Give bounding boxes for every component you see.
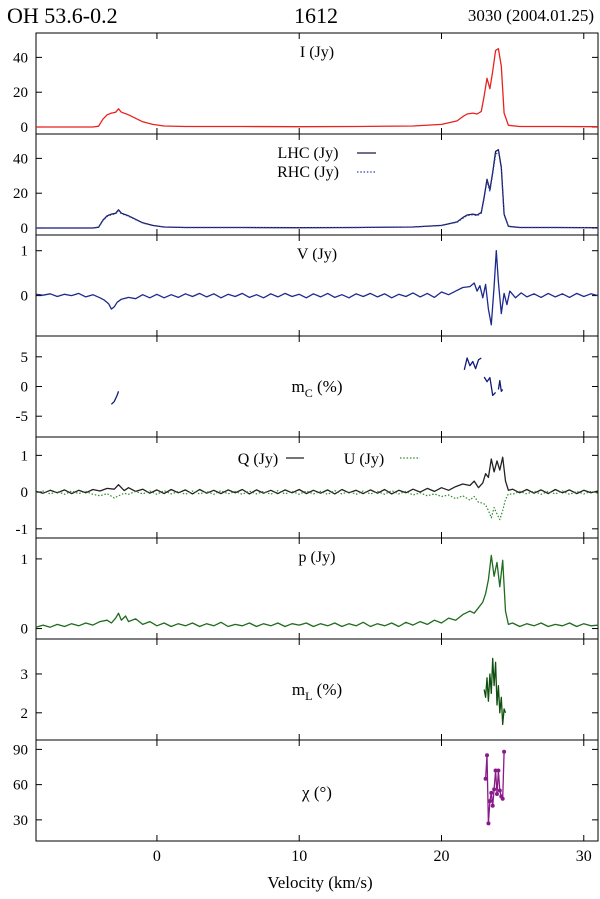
- source-name: OH 53.6-0.2: [7, 3, 118, 28]
- panel-label-chi: χ (°): [301, 783, 332, 802]
- frequency-label: 1612: [294, 3, 338, 28]
- panel-frame-chi: [35, 739, 599, 842]
- series-line: [483, 657, 507, 726]
- y-tick-label: 0: [21, 289, 29, 305]
- y-tick-label: 1: [21, 244, 29, 260]
- data-point: [493, 768, 498, 773]
- y-tick-label: 0: [21, 221, 29, 237]
- panel-label-mL: mL (%): [292, 680, 342, 703]
- y-tick-label: 2: [21, 706, 29, 722]
- x-tick-label: 20: [433, 848, 449, 865]
- data-point: [485, 753, 490, 758]
- legend-lhc: LHC (Jy): [278, 145, 339, 162]
- data-point: [486, 821, 491, 826]
- y-tick-label: 60: [13, 778, 28, 794]
- panel-label-p: p (Jy): [299, 549, 336, 566]
- x-tick-label: 0: [153, 848, 161, 865]
- legend-q: Q (Jy): [238, 451, 278, 468]
- legend-u: U (Jy): [344, 451, 384, 468]
- y-tick-label: 30: [13, 813, 28, 829]
- panel-frame-QU: [35, 436, 599, 539]
- series-line: [483, 376, 497, 397]
- y-tick-label: 40: [13, 50, 28, 66]
- series-line: [110, 391, 120, 405]
- series-line: [35, 554, 599, 628]
- panel-label-I: I (Jy): [300, 44, 334, 61]
- data-point: [502, 749, 507, 754]
- data-point: [483, 776, 488, 781]
- y-tick-label: 20: [13, 186, 28, 202]
- figure-header: OH 53.6-0.2 1612 3030 (2004.01.25): [0, 0, 600, 32]
- data-point: [492, 787, 497, 792]
- y-tick-label: 3: [21, 667, 29, 683]
- y-tick-label: 20: [13, 85, 28, 101]
- y-tick-label: 0: [21, 622, 29, 638]
- panel-label-mC: mC (%): [292, 377, 343, 400]
- series-line: [35, 490, 599, 521]
- series-line: [463, 357, 482, 371]
- legend-rhc: RHC (Jy): [277, 164, 339, 181]
- y-tick-label: 5: [21, 350, 29, 366]
- observation-id: 3030 (2004.01.25): [467, 6, 594, 25]
- series-line: [36, 48, 599, 128]
- x-tick-label: 30: [576, 848, 592, 865]
- panel-label-V: V (Jy): [297, 246, 337, 263]
- data-point: [490, 803, 495, 808]
- series-line: [35, 250, 599, 326]
- series-line: [497, 379, 504, 392]
- series-line: [35, 456, 599, 495]
- x-axis-label: Velocity (km/s): [267, 873, 372, 892]
- y-tick-label: 1: [21, 552, 29, 568]
- y-tick-label: 0: [21, 485, 29, 501]
- data-point: [489, 790, 494, 795]
- series-line: [36, 150, 599, 229]
- y-tick-label: 0: [21, 120, 29, 136]
- data-point: [500, 796, 505, 801]
- y-tick-label: 0: [21, 380, 29, 396]
- y-tick-label: 40: [13, 151, 28, 167]
- data-point: [494, 792, 499, 797]
- data-point: [496, 768, 501, 773]
- data-point: [487, 799, 492, 804]
- x-tick-label: 10: [291, 848, 307, 865]
- y-tick-label: -5: [16, 409, 29, 425]
- y-tick-label: 90: [13, 742, 28, 758]
- y-tick-label: 1: [21, 448, 29, 464]
- data-point: [497, 788, 502, 793]
- y-tick-label: -1: [16, 522, 29, 538]
